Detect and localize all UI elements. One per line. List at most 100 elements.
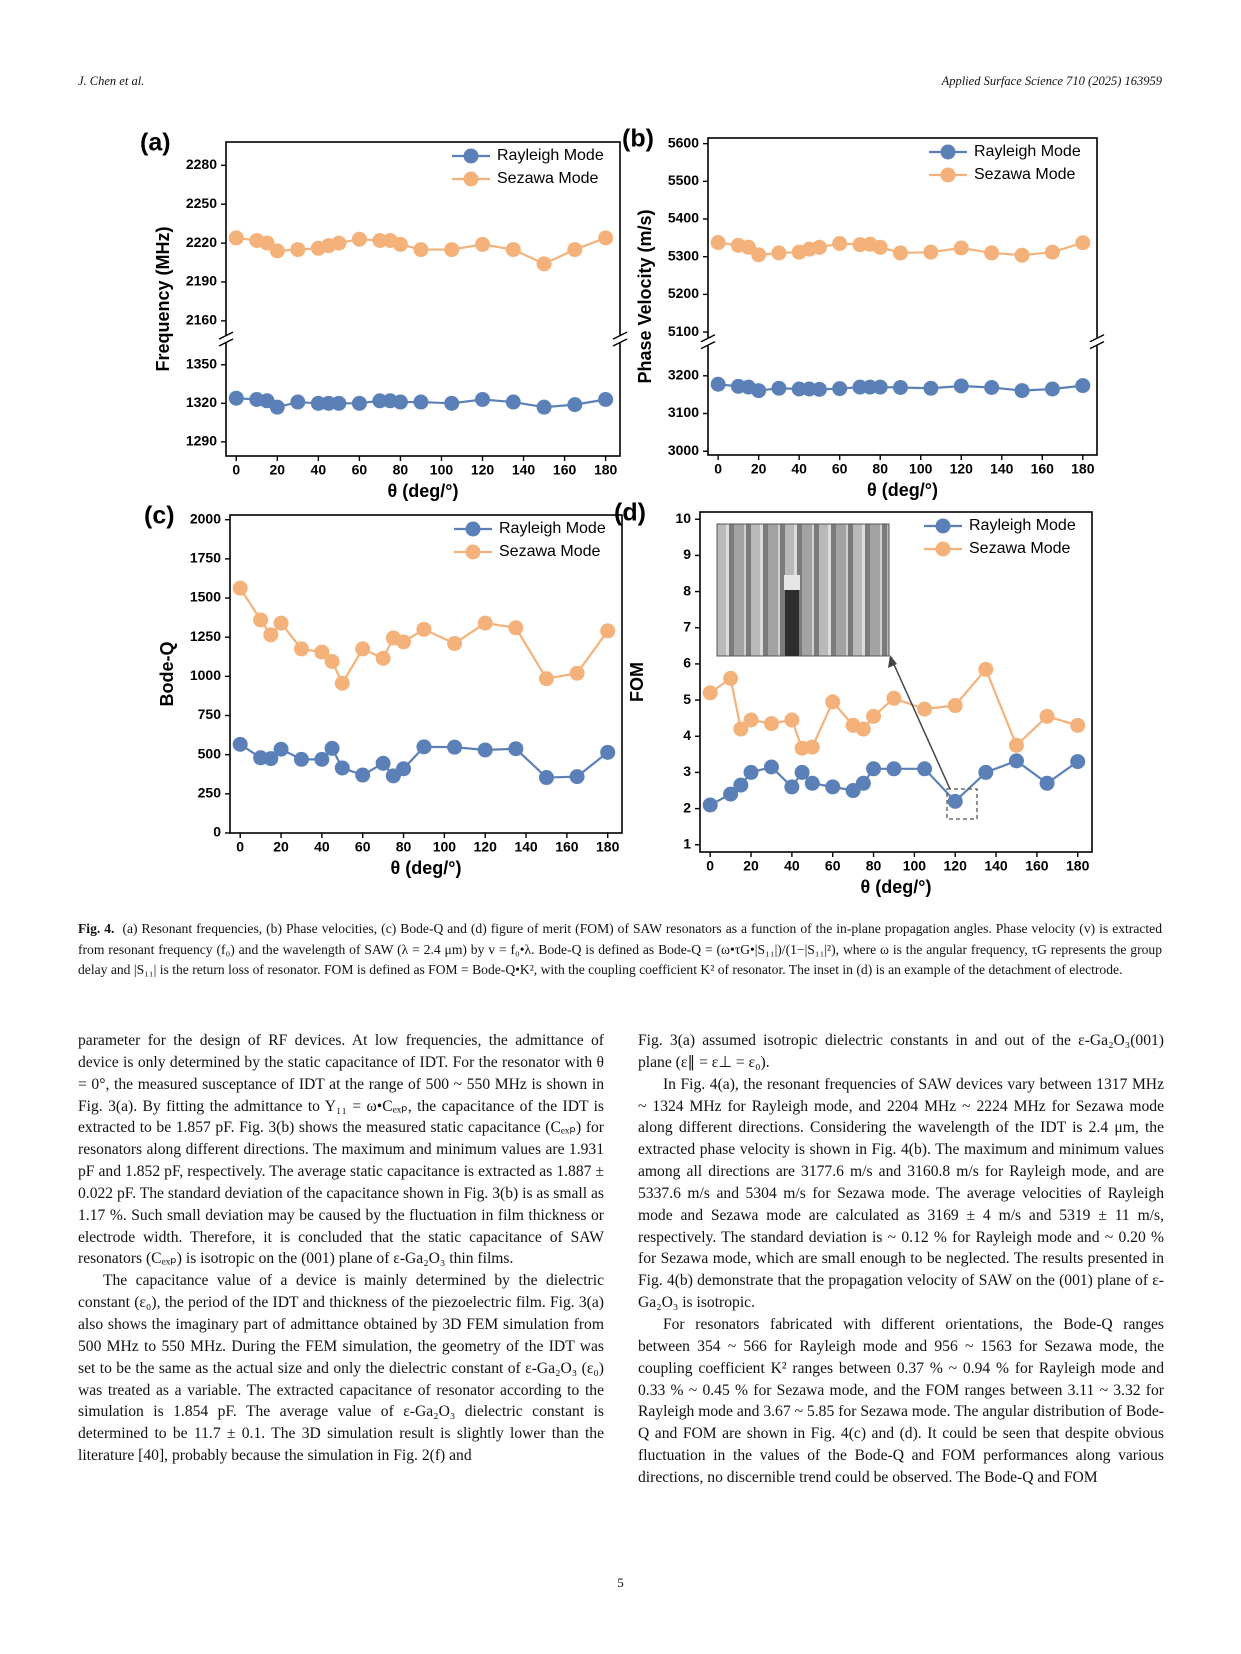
x-tick-label: 20 <box>743 858 759 874</box>
x-tick-label: 140 <box>514 839 538 855</box>
right-column: Fig. 3(a) assumed isotropic dielectric c… <box>638 1030 1164 1489</box>
data-point <box>984 245 1000 261</box>
plot-frame <box>225 141 621 457</box>
legend-marker <box>940 144 956 160</box>
data-point <box>228 390 244 406</box>
legend-marker <box>935 541 951 557</box>
data-point <box>702 685 718 701</box>
x-axis-title: θ (deg/°) <box>867 480 938 500</box>
y-tick-label: 2250 <box>186 195 217 211</box>
y-tick-label: 500 <box>198 745 222 761</box>
data-point <box>375 650 391 666</box>
data-point <box>1075 235 1091 251</box>
x-tick-label: 160 <box>553 462 577 478</box>
x-tick-label: 80 <box>872 461 888 477</box>
data-point <box>569 665 585 681</box>
data-point <box>923 244 939 260</box>
data-point <box>751 383 767 399</box>
y-tick-label: 2160 <box>186 312 217 328</box>
x-tick-label: 140 <box>984 858 1008 874</box>
data-point <box>269 399 285 415</box>
data-point <box>505 394 521 410</box>
data-point <box>444 242 460 258</box>
y-tick-label: 3100 <box>668 404 699 420</box>
y-tick-label: 5500 <box>668 172 699 188</box>
data-point <box>866 708 882 724</box>
paragraph: parameter for the design of RF devices. … <box>78 1032 604 1268</box>
data-point <box>228 230 244 246</box>
x-tick-label: 120 <box>471 462 495 478</box>
data-point <box>413 242 429 258</box>
y-tick-label: 1500 <box>190 589 221 605</box>
legend-marker <box>935 518 951 534</box>
data-point <box>372 393 388 409</box>
data-point <box>825 694 841 710</box>
data-point <box>598 391 614 407</box>
x-tick-label: 180 <box>1071 461 1095 477</box>
data-point <box>538 671 554 687</box>
legend-label: Sezawa Mode <box>969 540 1070 557</box>
data-point <box>598 230 614 246</box>
arrow-head <box>888 655 897 668</box>
data-point <box>784 779 800 795</box>
data-point <box>1014 383 1030 399</box>
data-point <box>396 761 412 777</box>
data-point <box>273 741 289 757</box>
data-point <box>832 381 848 397</box>
data-point <box>1039 775 1055 791</box>
y-tick-label: 1350 <box>186 356 217 372</box>
y-tick-label: 1290 <box>186 433 217 449</box>
y-axis-title: Frequency (MHz) <box>153 226 173 371</box>
data-point <box>743 712 759 728</box>
axis-break-mark <box>218 338 234 347</box>
x-tick-label: 0 <box>236 839 244 855</box>
y-tick-label: 5400 <box>668 210 699 226</box>
data-point <box>477 742 493 758</box>
legend-label: Sezawa Mode <box>974 166 1075 183</box>
data-point <box>1039 708 1055 724</box>
data-point <box>355 767 371 783</box>
panel-label: (c) <box>144 502 175 530</box>
data-point <box>771 245 787 261</box>
data-point <box>804 775 820 791</box>
x-tick-label: 60 <box>355 839 371 855</box>
x-tick-label: 120 <box>474 839 498 855</box>
inset-arrow <box>891 659 951 790</box>
data-point <box>855 775 871 791</box>
x-tick-label: 0 <box>706 858 714 874</box>
data-point <box>331 235 347 251</box>
data-point <box>290 242 306 258</box>
legend-marker <box>463 171 479 187</box>
paragraph: The capacitance value of a device is mai… <box>78 1272 604 1465</box>
y-tick-label: 3200 <box>668 367 699 383</box>
data-point <box>314 644 330 660</box>
data-point <box>784 712 800 728</box>
legend-label: Rayleigh Mode <box>969 517 1076 534</box>
sem-inset <box>716 523 890 657</box>
y-tick-label: 5300 <box>668 247 699 263</box>
panel-label: (a) <box>140 129 171 157</box>
data-point <box>872 239 888 255</box>
legend-label: Sezawa Mode <box>497 170 598 187</box>
data-point <box>1008 737 1024 753</box>
data-point <box>392 394 408 410</box>
running-author: J. Chen et al. <box>78 74 145 88</box>
panel-label: (b) <box>622 125 654 153</box>
data-point <box>978 764 994 780</box>
axis-break-mark <box>1089 334 1105 343</box>
x-tick-label: 60 <box>832 461 848 477</box>
x-tick-label: 80 <box>396 839 412 855</box>
data-point <box>811 239 827 255</box>
data-point <box>293 751 309 767</box>
data-point <box>771 380 787 396</box>
axis-break-mark <box>218 331 234 340</box>
y-tick-label: 2280 <box>186 156 217 172</box>
x-tick-label: 40 <box>784 858 800 874</box>
x-tick-label: 100 <box>903 858 927 874</box>
data-point <box>477 615 493 631</box>
legend-label: Rayleigh Mode <box>974 143 1081 160</box>
data-point <box>334 675 350 691</box>
x-axis-title: θ (deg/°) <box>861 877 932 897</box>
y-tick-label: 1250 <box>190 628 221 644</box>
caption-text: (a) Resonant frequencies, (b) Phase velo… <box>78 921 1162 977</box>
